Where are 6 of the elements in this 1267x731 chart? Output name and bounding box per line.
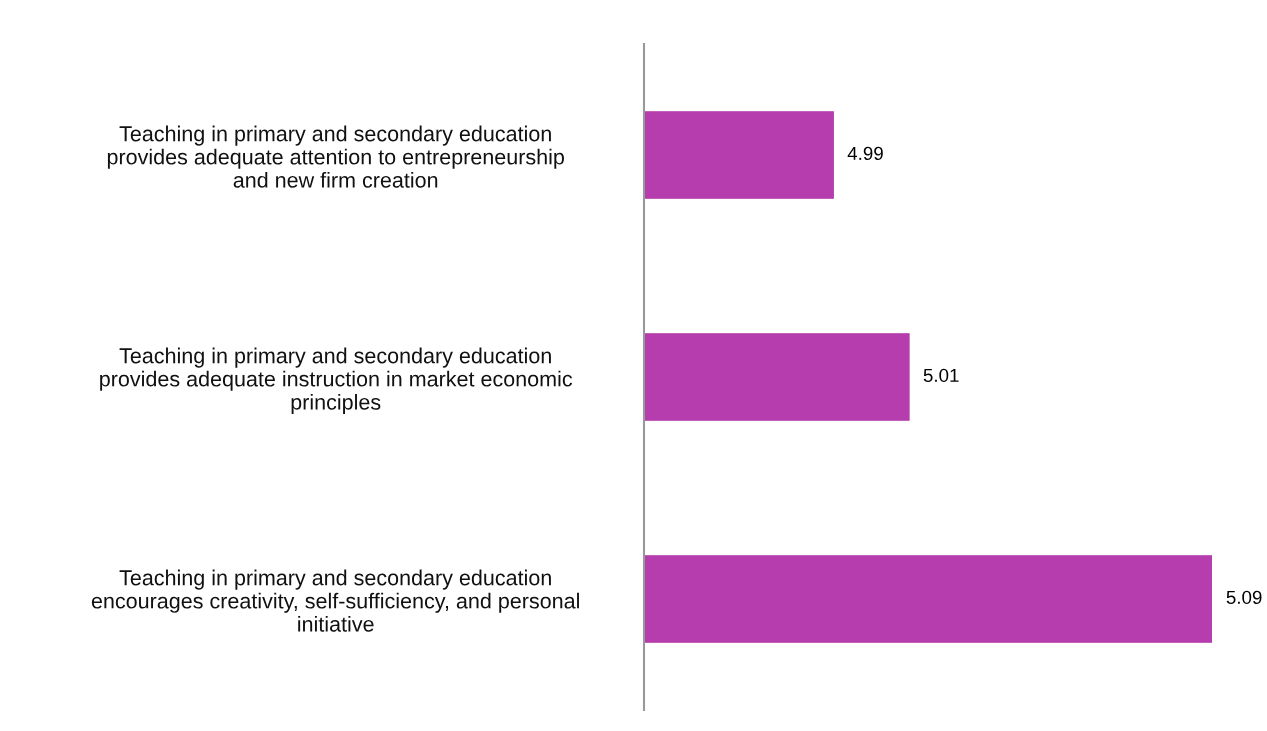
y-tick-label: Teaching in primary and secondary education provides adequate attention to entrepreneurship and new firm creation bbox=[107, 125, 564, 188]
data-label: 4.99 bbox=[847, 146, 883, 161]
y-tick-label: Teaching in primary and secondary education encourages creativity, self-sufficiency, and personal initiative bbox=[91, 569, 579, 632]
data-label: 5.01 bbox=[923, 368, 959, 383]
data-label: 5.09 bbox=[1226, 590, 1262, 605]
y-tick-label: Teaching in primary and secondary education provides adequate instruction in market economic principles bbox=[100, 347, 573, 415]
